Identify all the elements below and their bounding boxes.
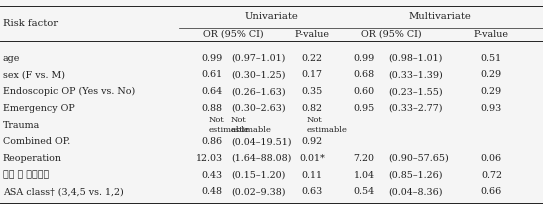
- Text: Risk factor: Risk factor: [3, 19, 58, 28]
- Text: 0.63: 0.63: [301, 187, 323, 196]
- Text: (0.04–8.36): (0.04–8.36): [388, 187, 443, 196]
- Text: 0.29: 0.29: [481, 70, 502, 79]
- Text: 0.64: 0.64: [201, 87, 223, 96]
- Text: 0.72: 0.72: [481, 171, 502, 180]
- Text: sex (F vs. M): sex (F vs. M): [3, 70, 65, 79]
- Text: 0.06: 0.06: [481, 154, 502, 163]
- Text: OR (95% CI): OR (95% CI): [203, 30, 264, 39]
- Text: 0.11: 0.11: [302, 171, 323, 180]
- Text: 0.95: 0.95: [353, 104, 375, 113]
- Text: 0.93: 0.93: [481, 104, 502, 113]
- Text: 0.82: 0.82: [302, 104, 323, 113]
- Text: Univariate: Univariate: [244, 12, 299, 21]
- Text: (0.85–1.26): (0.85–1.26): [388, 171, 443, 180]
- Text: 0.43: 0.43: [201, 171, 223, 180]
- Text: Multivariate: Multivariate: [408, 12, 471, 21]
- Text: 0.35: 0.35: [301, 87, 323, 96]
- Text: 0.29: 0.29: [481, 87, 502, 96]
- Text: 0.60: 0.60: [353, 87, 375, 96]
- Text: 0.68: 0.68: [353, 70, 375, 79]
- Text: Not: Not: [231, 116, 247, 124]
- Text: (0.04–19.51): (0.04–19.51): [231, 137, 291, 146]
- Text: P-value: P-value: [295, 30, 330, 39]
- Text: age: age: [3, 54, 20, 63]
- Text: 12.03: 12.03: [195, 154, 223, 163]
- Text: (0.97–1.01): (0.97–1.01): [231, 54, 285, 63]
- Text: Combined OP.: Combined OP.: [3, 137, 70, 146]
- Text: (0.33–1.39): (0.33–1.39): [388, 70, 443, 79]
- Text: Reoperation: Reoperation: [3, 154, 62, 163]
- Text: (0.15–1.20): (0.15–1.20): [231, 171, 285, 180]
- Text: Trauma: Trauma: [3, 121, 40, 130]
- Text: (0.98–1.01): (0.98–1.01): [388, 54, 443, 63]
- Text: ASA class† (3,4,5 vs. 1,2): ASA class† (3,4,5 vs. 1,2): [3, 187, 123, 196]
- Text: 0.66: 0.66: [481, 187, 502, 196]
- Text: 0.99: 0.99: [353, 54, 375, 63]
- Text: 0.54: 0.54: [353, 187, 375, 196]
- Text: 1.04: 1.04: [353, 171, 375, 180]
- Text: 0.48: 0.48: [201, 187, 223, 196]
- Text: 0.61: 0.61: [201, 70, 223, 79]
- Text: estimable: estimable: [307, 126, 348, 134]
- Text: (0.26–1.63): (0.26–1.63): [231, 87, 286, 96]
- Text: estimable: estimable: [231, 126, 272, 134]
- Text: 0.01*: 0.01*: [299, 154, 325, 163]
- Text: (0.30–1.25): (0.30–1.25): [231, 70, 285, 79]
- Text: 0.51: 0.51: [481, 54, 502, 63]
- Text: 0.17: 0.17: [302, 70, 323, 79]
- Text: 0.22: 0.22: [302, 54, 323, 63]
- Text: (0.33–2.77): (0.33–2.77): [388, 104, 443, 113]
- Text: P-value: P-value: [474, 30, 509, 39]
- Text: (0.23–1.55): (0.23–1.55): [388, 87, 443, 96]
- Text: (0.02–9.38): (0.02–9.38): [231, 187, 285, 196]
- Text: Endoscopic OP (Yes vs. No): Endoscopic OP (Yes vs. No): [3, 87, 135, 96]
- Text: OR (95% CI): OR (95% CI): [361, 30, 421, 39]
- Text: 0.99: 0.99: [201, 54, 223, 63]
- Text: 0.88: 0.88: [201, 104, 223, 113]
- Text: (1.64–88.08): (1.64–88.08): [231, 154, 291, 163]
- Text: Not: Not: [209, 116, 225, 124]
- Text: 수술 전 재원기간: 수술 전 재원기간: [3, 171, 49, 180]
- Text: Emergency OP: Emergency OP: [3, 104, 74, 113]
- Text: 0.86: 0.86: [201, 137, 223, 146]
- Text: estimable: estimable: [209, 126, 250, 134]
- Text: 7.20: 7.20: [353, 154, 375, 163]
- Text: (0.90–57.65): (0.90–57.65): [388, 154, 449, 163]
- Text: (0.30–2.63): (0.30–2.63): [231, 104, 286, 113]
- Text: Not: Not: [307, 116, 323, 124]
- Text: 0.92: 0.92: [302, 137, 323, 146]
